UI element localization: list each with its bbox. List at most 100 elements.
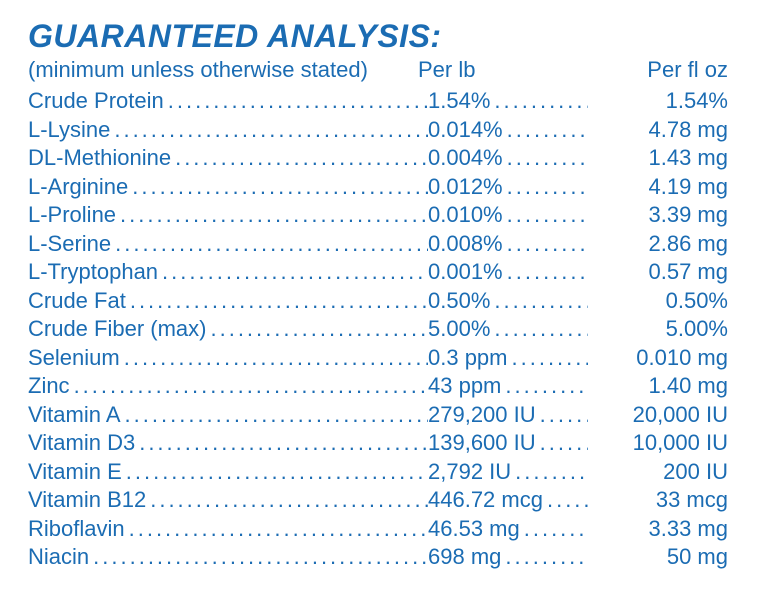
table-row: Vitamin A...............................… xyxy=(28,401,730,430)
leader-dots: ........................................… xyxy=(89,543,428,572)
table-row: Selenium................................… xyxy=(28,344,730,373)
nutrient-name-cell: Niacin..................................… xyxy=(28,543,428,572)
nutrient-name: Niacin xyxy=(28,543,89,572)
per-fl-oz-cell: 3.33 mg xyxy=(588,515,728,544)
per-lb-value: 43 ppm xyxy=(428,372,501,401)
table-row: L-Tryptophan............................… xyxy=(28,258,730,287)
nutrient-name-cell: Crude Protein...........................… xyxy=(28,87,428,116)
nutrient-name: Crude Fat xyxy=(28,287,126,316)
table-row: Niacin..................................… xyxy=(28,543,730,572)
leader-dots: ........................................… xyxy=(508,344,589,373)
per-lb-cell: 5.00%...................................… xyxy=(428,315,588,344)
table-row: Zinc....................................… xyxy=(28,372,730,401)
leader-dots: ........................................… xyxy=(122,458,428,487)
per-lb-value: 46.53 mg xyxy=(428,515,520,544)
nutrient-name: Vitamin A xyxy=(28,401,121,430)
per-lb-value: 0.004% xyxy=(428,144,503,173)
per-fl-oz-cell: 1.54% xyxy=(588,87,728,116)
nutrient-name-cell: Vitamin D3..............................… xyxy=(28,429,428,458)
per-fl-oz-value: 20,000 IU xyxy=(633,401,728,430)
per-fl-oz-value: 2.86 mg xyxy=(649,230,729,259)
table-row: Riboflavin..............................… xyxy=(28,515,730,544)
per-fl-oz-value: 0.50% xyxy=(666,287,728,316)
per-fl-oz-value: 50 mg xyxy=(667,543,728,572)
leader-dots: ........................................… xyxy=(503,230,588,259)
per-fl-oz-value: 1.40 mg xyxy=(649,372,729,401)
leader-dots: ........................................… xyxy=(503,201,588,230)
leader-dots: ........................................… xyxy=(125,515,428,544)
leader-dots: ........................................… xyxy=(70,372,428,401)
leader-dots: ........................................… xyxy=(146,486,428,515)
leader-dots: ........................................… xyxy=(536,401,588,430)
nutrient-name-cell: DL-Methionine...........................… xyxy=(28,144,428,173)
per-fl-oz-cell: 1.40 mg xyxy=(588,372,728,401)
table-row: Crude Protein...........................… xyxy=(28,87,730,116)
nutrient-name-cell: Vitamin B12.............................… xyxy=(28,486,428,515)
nutrient-name: Zinc xyxy=(28,372,70,401)
per-fl-oz-cell: 0.010 mg xyxy=(588,344,728,373)
per-lb-cell: 0.3 ppm.................................… xyxy=(428,344,588,373)
nutrient-name-cell: Selenium................................… xyxy=(28,344,428,373)
per-lb-value: 5.00% xyxy=(428,315,490,344)
nutrient-name: Vitamin B12 xyxy=(28,486,146,515)
column-header-per-lb: Per lb xyxy=(408,57,568,83)
nutrient-name-cell: L-Serine................................… xyxy=(28,230,428,259)
leader-dots: ........................................… xyxy=(158,258,428,287)
leader-dots: ........................................… xyxy=(503,116,588,145)
leader-dots: ........................................… xyxy=(490,87,588,116)
per-fl-oz-cell: 33 mcg xyxy=(588,486,728,515)
leader-dots: ........................................… xyxy=(490,287,588,316)
per-lb-value: 1.54% xyxy=(428,87,490,116)
column-header-row: (minimum unless otherwise stated) Per lb… xyxy=(28,57,730,83)
per-lb-cell: 43 ppm..................................… xyxy=(428,372,588,401)
per-lb-value: 0.50% xyxy=(428,287,490,316)
leader-dots: ........................................… xyxy=(501,372,588,401)
table-row: Vitamin D3..............................… xyxy=(28,429,730,458)
leader-dots: ........................................… xyxy=(111,230,428,259)
per-lb-value: 279,200 IU xyxy=(428,401,536,430)
nutrient-name: Crude Protein xyxy=(28,87,164,116)
nutrient-name-cell: L-Tryptophan............................… xyxy=(28,258,428,287)
per-fl-oz-cell: 50 mg xyxy=(588,543,728,572)
leader-dots: ........................................… xyxy=(490,315,588,344)
per-lb-value: 0.014% xyxy=(428,116,503,145)
nutrient-name-cell: Riboflavin..............................… xyxy=(28,515,428,544)
per-lb-cell: 698 mg..................................… xyxy=(428,543,588,572)
per-lb-cell: 46.53 mg................................… xyxy=(428,515,588,544)
per-fl-oz-value: 1.43 mg xyxy=(649,144,729,173)
per-lb-cell: 0.004%..................................… xyxy=(428,144,588,173)
nutrient-name-cell: Vitamin A...............................… xyxy=(28,401,428,430)
per-lb-value: 0.001% xyxy=(428,258,503,287)
per-fl-oz-value: 10,000 IU xyxy=(633,429,728,458)
table-row: DL-Methionine...........................… xyxy=(28,144,730,173)
per-fl-oz-value: 5.00% xyxy=(666,315,728,344)
nutrient-name: L-Serine xyxy=(28,230,111,259)
per-lb-cell: 2,792 IU................................… xyxy=(428,458,588,487)
per-fl-oz-value: 200 IU xyxy=(663,458,728,487)
leader-dots: ........................................… xyxy=(503,144,588,173)
per-fl-oz-value: 3.39 mg xyxy=(649,201,729,230)
nutrient-name: Vitamin D3 xyxy=(28,429,135,458)
leader-dots: ........................................… xyxy=(543,486,588,515)
analysis-table: Crude Protein...........................… xyxy=(28,87,730,572)
per-fl-oz-value: 0.57 mg xyxy=(649,258,729,287)
per-lb-value: 0.012% xyxy=(428,173,503,202)
nutrient-name-cell: Crude Fat...............................… xyxy=(28,287,428,316)
nutrient-name: L-Lysine xyxy=(28,116,110,145)
nutrient-name: Crude Fiber (max) xyxy=(28,315,206,344)
nutrient-name: L-Tryptophan xyxy=(28,258,158,287)
per-lb-value: 0.3 ppm xyxy=(428,344,508,373)
per-fl-oz-value: 4.78 mg xyxy=(649,116,729,145)
per-fl-oz-cell: 0.50% xyxy=(588,287,728,316)
table-row: L-Serine................................… xyxy=(28,230,730,259)
nutrient-name-cell: L-Arginine..............................… xyxy=(28,173,428,202)
per-lb-value: 446.72 mcg xyxy=(428,486,543,515)
per-lb-value: 139,600 IU xyxy=(428,429,536,458)
per-fl-oz-value: 3.33 mg xyxy=(649,515,729,544)
per-lb-cell: 0.001%..................................… xyxy=(428,258,588,287)
table-row: Crude Fiber (max).......................… xyxy=(28,315,730,344)
per-fl-oz-value: 4.19 mg xyxy=(649,173,729,202)
leader-dots: ........................................… xyxy=(121,401,428,430)
per-lb-value: 0.010% xyxy=(428,201,503,230)
per-fl-oz-cell: 3.39 mg xyxy=(588,201,728,230)
